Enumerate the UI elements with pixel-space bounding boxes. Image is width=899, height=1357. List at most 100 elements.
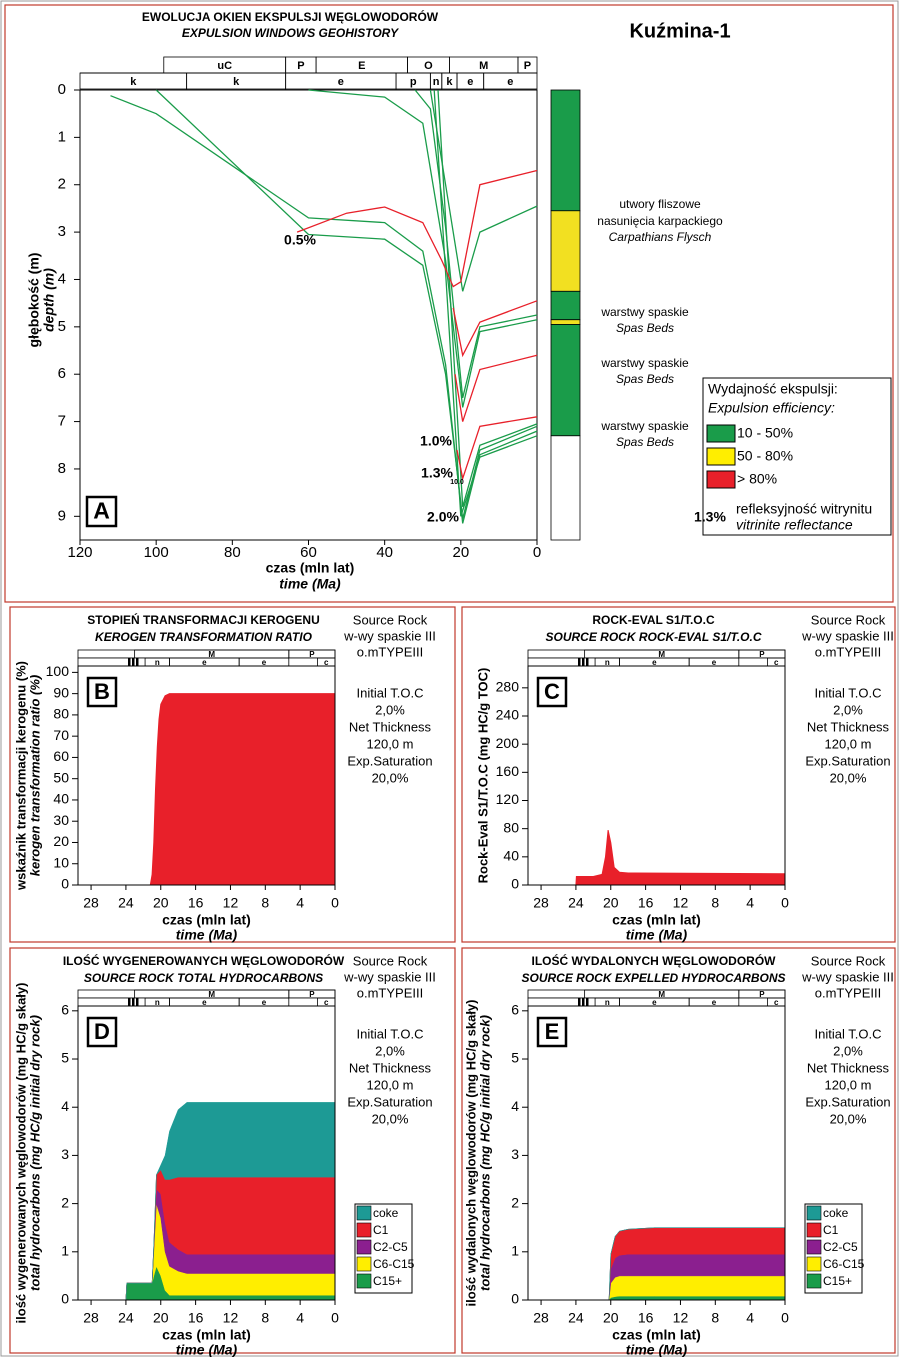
x-axis-title: czas (mln lat): [612, 912, 701, 928]
strat-marker: [586, 998, 589, 1006]
x-tick-label: 60: [300, 544, 317, 561]
x-tick-label: 0: [331, 1310, 339, 1326]
y-tick-label: 2: [511, 1194, 519, 1210]
y-tick-label: 4: [511, 1098, 519, 1114]
x-tick-label: 8: [711, 895, 719, 911]
x-axis-title: time (Ma): [626, 927, 688, 943]
strat-marker: [132, 658, 135, 666]
lithology-label: warstwy spaskie: [600, 305, 689, 319]
strat-label: n: [433, 76, 440, 88]
x-tick-label: 4: [746, 895, 754, 911]
legend-title: Wydajność ekspulsji:: [708, 381, 838, 397]
legend-swatch: [807, 1223, 821, 1237]
y-tick-label: 240: [496, 707, 520, 723]
y-axis-title: depth (m): [41, 268, 57, 332]
figure: EWOLUCJA OKIEN EKSPULSJI WĘGLOWODORÓWEXP…: [0, 0, 899, 1357]
y-tick-label: 50: [53, 769, 69, 785]
legend-label: C15+: [823, 1274, 852, 1288]
legend-label: coke: [373, 1206, 399, 1220]
legend-swatch: [807, 1274, 821, 1288]
legend-label: > 80%: [737, 471, 777, 487]
y-tick-label: 5: [58, 318, 66, 335]
source-info: Net Thickness: [807, 1060, 890, 1075]
strat-label: M: [479, 60, 488, 72]
x-tick-label: 28: [83, 1310, 99, 1326]
strat-marker: [586, 658, 589, 666]
source-info: o.mTYPEIII: [815, 985, 881, 1000]
source-info: w-wy spaskie III: [343, 969, 436, 984]
legend-swatch: [707, 448, 735, 465]
strat-label: e: [338, 76, 344, 88]
strat-label: e: [467, 76, 473, 88]
lithology-interval: [551, 211, 580, 292]
lithology-label: utwory fliszowe: [619, 197, 701, 211]
strat-row: [78, 650, 335, 658]
y-axis-title: ilość wydalonych węglowodorów (mg HC/g s…: [463, 1000, 478, 1307]
x-tick-label: 12: [673, 1310, 689, 1326]
y-tick-label: 60: [53, 748, 69, 764]
lithology-label: nasunięcia karpackiego: [597, 214, 723, 228]
y-tick-label: 80: [53, 706, 69, 722]
page: EWOLUCJA OKIEN EKSPULSJI WĘGLOWODORÓWEXP…: [0, 0, 899, 1357]
strat-row: [78, 990, 335, 998]
source-info: o.mTYPEIII: [357, 644, 423, 659]
stacked-area: [609, 1296, 785, 1300]
source-info: w-wy spaskie III: [801, 969, 894, 984]
legend-swatch: [807, 1206, 821, 1220]
lithology-label: Spas Beds: [616, 321, 674, 335]
source-info: 20,0%: [830, 770, 867, 785]
strat-marker: [578, 658, 581, 666]
legend-label: C2-C5: [823, 1240, 858, 1254]
x-axis-title: time (Ma): [626, 1342, 688, 1357]
legend-swatch: [807, 1257, 821, 1271]
source-info: Exp.Saturation: [347, 1094, 432, 1109]
x-tick-label: 24: [118, 895, 134, 911]
chart-title: ROCK-EVAL S1/T.O.C: [592, 613, 715, 627]
y-tick-label: 100: [46, 663, 70, 679]
lithology-label: warstwy spaskie: [600, 419, 689, 433]
source-info: 120,0 m: [825, 736, 872, 751]
x-tick-label: 4: [746, 1310, 754, 1326]
legend-swatch: [707, 425, 735, 442]
x-tick-label: 12: [223, 895, 239, 911]
source-info: Exp.Saturation: [347, 753, 432, 768]
lithology-label: Carpathians Flysch: [609, 230, 712, 244]
source-info: Net Thickness: [807, 719, 890, 734]
area: [150, 694, 335, 885]
x-tick-label: 20: [603, 1310, 619, 1326]
y-tick-label: 30: [53, 812, 69, 828]
y-tick-label: 10: [53, 854, 69, 870]
y-tick-label: 20: [53, 833, 69, 849]
legend-key-text: vitrinite reflectance: [736, 517, 853, 533]
y-tick-label: 3: [58, 223, 66, 240]
strat-label: k: [130, 76, 137, 88]
strat-marker: [578, 998, 581, 1006]
y-tick-label: 9: [58, 507, 66, 524]
well-name: Kuźmina-1: [629, 20, 730, 42]
annotation: 10.0: [450, 479, 464, 486]
strat-label: E: [358, 60, 365, 72]
y-tick-label: 1: [511, 1243, 519, 1259]
y-tick-label: 40: [53, 791, 69, 807]
source-info: 20,0%: [830, 1111, 867, 1126]
legend-swatch: [807, 1240, 821, 1254]
legend-label: C1: [823, 1223, 839, 1237]
source-info: 2,0%: [833, 1043, 863, 1058]
legend-swatch: [357, 1223, 371, 1237]
y-tick-label: 0: [61, 1291, 69, 1307]
y-tick-label: 2: [58, 176, 66, 193]
y-axis-title: głębokość (m): [26, 253, 42, 348]
source-info: 2,0%: [375, 1043, 405, 1058]
x-axis-title: czas (mln lat): [162, 1327, 251, 1343]
x-tick-label: 20: [153, 895, 169, 911]
y-axis-title: kerogen transformation ratio (%): [27, 675, 42, 877]
source-info: 120,0 m: [367, 736, 414, 751]
x-tick-label: 24: [568, 1310, 584, 1326]
chart-title: STOPIEŃ TRANSFORMACJI KEROGENU: [87, 612, 319, 627]
chart-title: ILOŚĆ WYDALONYCH WĘGLOWODORÓW: [532, 953, 777, 968]
legend-title: Expulsion efficiency:: [708, 400, 835, 416]
y-tick-label: 40: [503, 848, 519, 864]
x-tick-label: 12: [223, 1310, 239, 1326]
x-tick-label: 20: [153, 1310, 169, 1326]
y-tick-label: 5: [511, 1050, 519, 1066]
